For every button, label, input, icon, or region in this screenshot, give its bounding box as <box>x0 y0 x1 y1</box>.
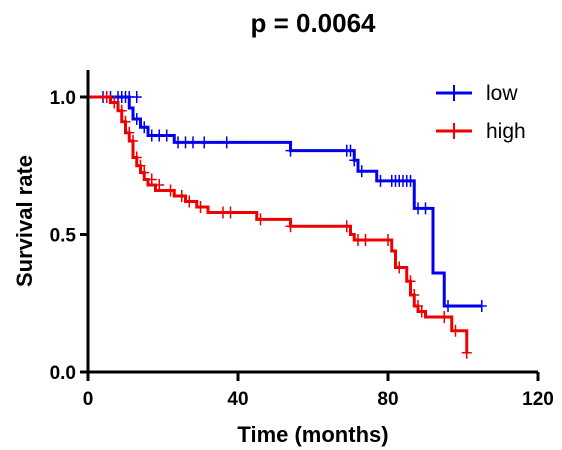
y-ticks: 0.0 0.5 1.0 <box>50 88 88 384</box>
y-tick-label: 0.5 <box>50 226 77 247</box>
censor-mark-low <box>131 91 142 103</box>
x-tick-label: 80 <box>377 389 398 410</box>
censor-mark-high <box>383 234 393 246</box>
censor-mark-high <box>124 126 135 139</box>
x-ticks: 0 40 80 120 <box>83 372 554 410</box>
censor-mark-high <box>131 151 142 164</box>
censor-mark-low <box>443 300 453 312</box>
censor-mark-high <box>405 275 416 288</box>
series-low <box>88 91 487 312</box>
censor-mark-high <box>128 135 138 147</box>
censor-mark-high <box>225 206 236 219</box>
censor-mark-high <box>409 289 420 301</box>
censor-mark-low <box>420 202 431 215</box>
legend-label-high: high <box>486 120 526 143</box>
censor-mark-low <box>131 113 142 125</box>
censor-mark-high <box>184 195 195 208</box>
legend-item-high: high <box>436 120 526 143</box>
censor-mark-high <box>450 324 461 337</box>
censor-mark-high <box>120 115 131 128</box>
censor-mark-low <box>285 144 296 157</box>
legend-label-low: low <box>486 82 518 105</box>
censor-mark-low <box>356 165 367 178</box>
y-tick-label: 0.0 <box>50 363 76 384</box>
censor-mark-low <box>349 154 360 167</box>
censor-mark-high <box>285 220 296 233</box>
censor-mark-low <box>345 144 356 157</box>
censor-mark-high <box>109 96 120 109</box>
censor-mark-low <box>188 136 198 149</box>
x-tick-label: 0 <box>83 389 94 410</box>
series-high <box>88 91 472 359</box>
legend-item-low: low <box>436 82 518 105</box>
censor-mark-low <box>161 129 172 142</box>
y-axis-label: Survival rate <box>12 155 37 287</box>
censor-mark-high <box>341 220 352 233</box>
censor-mark-high <box>461 346 472 359</box>
censor-mark-low <box>375 174 386 187</box>
x-tick-label: 40 <box>227 389 248 410</box>
censor-mark-high <box>176 190 187 202</box>
censor-mark-high <box>394 261 405 274</box>
censor-mark-high <box>416 305 427 318</box>
y-tick-label: 1.0 <box>50 88 76 109</box>
censor-mark-low <box>199 136 210 149</box>
censor-mark-high <box>135 159 146 172</box>
censor-mark-low <box>476 300 487 312</box>
censor-mark-high <box>154 179 165 191</box>
censor-mark-high <box>439 311 450 323</box>
censor-mark-low <box>139 121 150 134</box>
survival-curve-high <box>88 95 469 353</box>
x-tick-label: 120 <box>522 389 554 410</box>
censor-mark-high <box>255 213 266 226</box>
censor-mark-low <box>405 174 416 187</box>
legend: low high <box>436 82 526 143</box>
x-axis-label: Time (months) <box>237 422 388 447</box>
censor-mark-low <box>221 136 232 149</box>
censor-mark-high <box>360 234 371 246</box>
censor-mark-high <box>195 201 206 213</box>
censor-mark-high <box>116 104 127 117</box>
censor-mark-high <box>139 166 150 179</box>
censor-mark-high <box>165 184 176 197</box>
plot-area <box>88 91 487 359</box>
survival-curve-low <box>88 95 482 308</box>
censor-mark-high <box>146 173 157 186</box>
chart-title: p = 0.0064 <box>250 8 376 38</box>
censor-mark-high <box>101 91 112 103</box>
